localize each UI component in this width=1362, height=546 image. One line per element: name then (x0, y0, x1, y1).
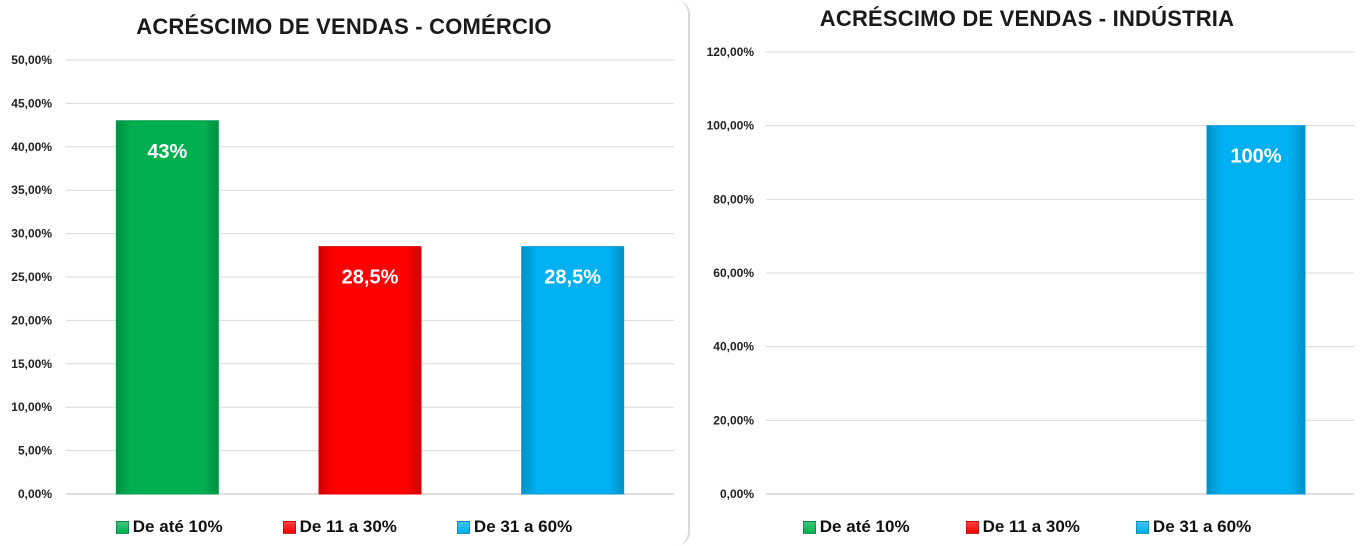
y-tick-label: 60,00% (713, 266, 754, 280)
legend-label: De 31 a 60% (1152, 517, 1252, 536)
y-tick-label: 35,00% (11, 183, 52, 197)
y-tick-label: 0,00% (720, 487, 754, 501)
data-label: 100% (1230, 146, 1281, 168)
legend-item: De 31 a 60% (1135, 517, 1252, 537)
chart-panel-comercio: ACRÉSCIMO DE VENDAS - COMÉRCIO 0,00% 5,00… (0, 0, 690, 546)
legend-item: De 31 a 60% (456, 517, 573, 537)
data-label: 43% (147, 141, 187, 163)
bar-0 (115, 120, 219, 495)
y-tick-label: 15,00% (11, 357, 52, 371)
legend-label: De 31 a 60% (473, 517, 573, 536)
y-tick-label: 40,00% (713, 340, 754, 354)
legend-swatch (802, 520, 816, 534)
data-label: 28,5% (544, 267, 601, 289)
y-tick-label: 10,00% (11, 400, 52, 414)
legend-item: De até 10% (115, 517, 223, 537)
chart-legend: De até 10% De 11 a 30% De 31 a 60% (0, 517, 688, 537)
legend-swatch (456, 520, 470, 534)
legend-label: De até 10% (819, 517, 910, 536)
bar-2 (521, 246, 625, 495)
y-tick-label: 20,00% (11, 313, 52, 327)
legend-swatch (115, 520, 129, 534)
chart-title: ACRÉSCIMO DE VENDAS - COMÉRCIO (136, 14, 552, 39)
y-tick-label: 20,00% (713, 413, 754, 427)
y-tick-label: 120,00% (707, 45, 755, 59)
y-tick-label: 0,00% (18, 487, 52, 501)
chart-title: ACRÉSCIMO DE VENDAS - INDÚSTRIA (819, 6, 1235, 31)
legend-label: De 11 a 30% (299, 517, 397, 536)
legend-item: De até 10% (802, 517, 910, 537)
data-label: 28,5% (342, 267, 399, 289)
legend-label: De 11 a 30% (982, 517, 1080, 536)
y-tick-label: 40,00% (11, 140, 52, 154)
legend-label: De até 10% (132, 517, 223, 536)
legend-swatch (1135, 520, 1149, 534)
legend-swatch (282, 520, 296, 534)
y-tick-label: 80,00% (713, 192, 754, 206)
y-tick-label: 100,00% (707, 119, 755, 133)
bar-chart-industria: 0,00% 20,00% 40,00% 60,00% 80,00% 100,00% 120,… (707, 45, 1354, 501)
bar-chart-comercio: 0,00% 5,00% 10,00% 15,00% 20,00% 25,00% 30,00%… (11, 53, 674, 501)
y-tick-label: 5,00% (18, 444, 52, 458)
legend-swatch (965, 520, 979, 534)
bar-2 (1206, 125, 1306, 495)
bar-1 (318, 246, 422, 495)
y-tick-label: 45,00% (11, 96, 52, 110)
legend-item: De 11 a 30% (965, 517, 1080, 537)
y-tick-label: 25,00% (11, 270, 52, 284)
legend-item: De 11 a 30% (282, 517, 397, 537)
y-tick-label: 50,00% (11, 53, 52, 67)
y-tick-label: 30,00% (11, 227, 52, 241)
chart-panel-industria: ACRÉSCIMO DE VENDAS - INDÚSTRIA 0,00% 20,… (692, 0, 1362, 546)
chart-legend: De até 10% De 11 a 30% De 31 a 60% (692, 517, 1362, 537)
